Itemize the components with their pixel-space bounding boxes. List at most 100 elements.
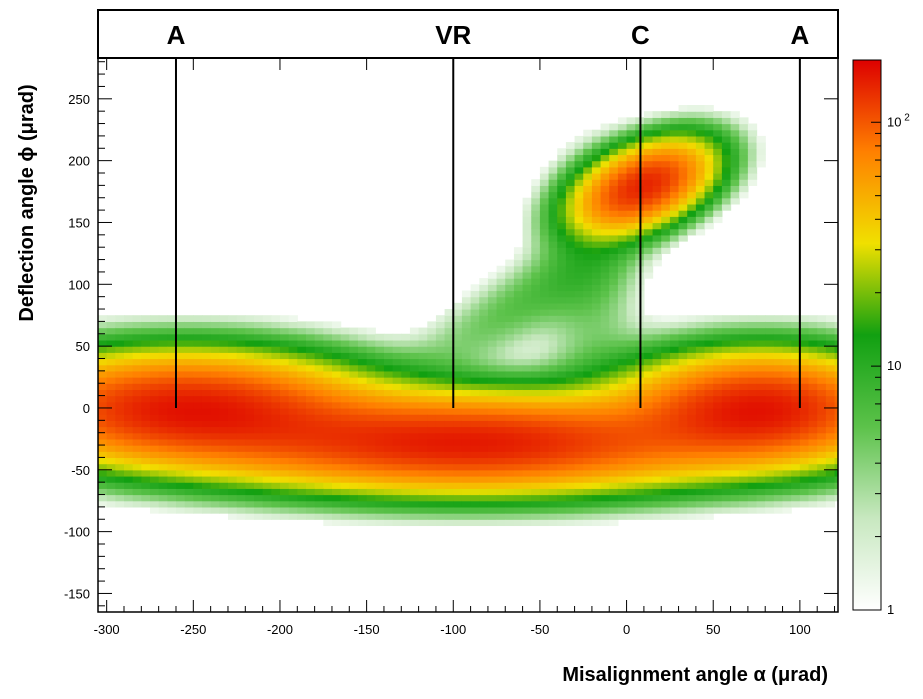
heatmap-cell: [652, 123, 662, 131]
heatmap-cell: [635, 451, 645, 459]
heatmap-cell: [513, 333, 524, 341]
heatmap-cell: [531, 321, 541, 329]
heatmap-cell: [418, 488, 428, 496]
heatmap-cell: [739, 179, 749, 186]
heatmap-cell: [669, 185, 680, 193]
heatmap-cell: [314, 327, 324, 335]
heatmap-cell: [210, 500, 220, 508]
heatmap-cell: [271, 321, 281, 329]
heatmap-cell: [461, 401, 472, 409]
heatmap-cell: [661, 383, 671, 391]
heatmap-cell: [626, 241, 636, 248]
heatmap-cell: [470, 513, 480, 520]
heatmap-cell: [513, 494, 524, 502]
heatmap-cell: [782, 414, 792, 421]
heatmap-cell: [340, 352, 350, 360]
heatmap-cell: [583, 166, 593, 174]
heatmap-cell: [617, 203, 628, 211]
heatmap-cell: [392, 383, 402, 391]
heatmap-cell: [600, 290, 610, 298]
heatmap-cell: [340, 401, 350, 409]
heatmap-cell: [583, 401, 593, 409]
heatmap-cell: [591, 315, 602, 322]
heatmap-cell: [323, 389, 333, 397]
heatmap-cell: [132, 500, 142, 508]
heatmap-cell: [184, 315, 194, 322]
heatmap-cell: [626, 222, 636, 230]
heatmap-cell: [245, 414, 255, 421]
heatmap-cell: [834, 445, 838, 452]
heatmap-cell: [539, 426, 550, 434]
heatmap-cell: [756, 160, 766, 168]
heatmap-cell: [565, 463, 576, 471]
heatmap-cell: [695, 104, 706, 112]
heatmap-cell: [297, 407, 307, 415]
heatmap-cell: [539, 395, 550, 403]
heatmap-cell: [574, 475, 584, 483]
heatmap-cell: [522, 432, 532, 440]
heatmap-cell: [522, 463, 532, 471]
heatmap-cell: [661, 401, 671, 409]
heatmap-cell: [834, 389, 838, 397]
heatmap-cell: [210, 475, 220, 483]
heatmap-cell: [791, 389, 801, 397]
heatmap-cell: [115, 401, 125, 409]
heatmap-cell: [713, 377, 723, 384]
heatmap-cell: [825, 457, 836, 465]
heatmap-cell: [583, 432, 593, 440]
heatmap-cell: [106, 370, 116, 378]
heatmap-cell: [678, 333, 688, 341]
heatmap-cell: [817, 482, 827, 489]
heatmap-cell: [687, 117, 697, 125]
heatmap-cell: [522, 271, 532, 279]
heatmap-cell: [513, 278, 524, 285]
heatmap-cell: [461, 327, 472, 335]
heatmap-cell: [626, 179, 636, 186]
heatmap-cell: [522, 216, 532, 224]
heatmap-cell: [687, 377, 697, 384]
heatmap-cell: [678, 142, 688, 149]
heatmap-cell: [288, 333, 298, 341]
heatmap-cell: [427, 451, 437, 459]
heatmap-cell: [773, 494, 784, 502]
heatmap-cell: [678, 389, 688, 397]
heatmap-cell: [799, 364, 810, 372]
heatmap-cell: [461, 346, 472, 353]
heatmap-cell: [444, 315, 454, 322]
heatmap-cell: [548, 519, 558, 527]
heatmap-cell: [401, 420, 411, 428]
heatmap-cell: [444, 339, 454, 347]
heatmap-cell: [496, 352, 506, 360]
heatmap-cell: [227, 506, 238, 514]
heatmap-cell: [834, 432, 838, 440]
heatmap-cell: [695, 185, 706, 193]
heatmap-cell: [756, 352, 766, 360]
heatmap-cell: [201, 315, 212, 322]
heatmap-cell: [331, 457, 342, 465]
heatmap-cell: [496, 370, 506, 378]
heatmap-cell: [609, 302, 619, 310]
heatmap-cell: [513, 469, 524, 477]
heatmap-cell: [531, 469, 541, 477]
heatmap-cell: [565, 234, 576, 242]
heatmap-cell: [591, 519, 602, 527]
heatmap-cell: [687, 506, 697, 514]
heatmap-cell: [98, 401, 108, 409]
heatmap-cell: [756, 148, 766, 156]
heatmap-cell: [669, 432, 680, 440]
heatmap-cell: [227, 482, 238, 489]
heatmap-cell: [591, 451, 602, 459]
heatmap-cell: [418, 383, 428, 391]
heatmap-cell: [141, 358, 151, 366]
heatmap-cell: [435, 339, 446, 347]
heatmap-cell: [297, 370, 307, 378]
heatmap-cell: [461, 432, 472, 440]
heatmap-cell: [522, 494, 532, 502]
heatmap-cell: [141, 457, 151, 465]
heatmap-cell: [496, 469, 506, 477]
heatmap-cell: [652, 111, 662, 118]
heatmap-cell: [98, 315, 108, 322]
heatmap-cell: [487, 333, 498, 341]
heatmap-cell: [453, 370, 463, 378]
heatmap-cell: [721, 135, 732, 143]
